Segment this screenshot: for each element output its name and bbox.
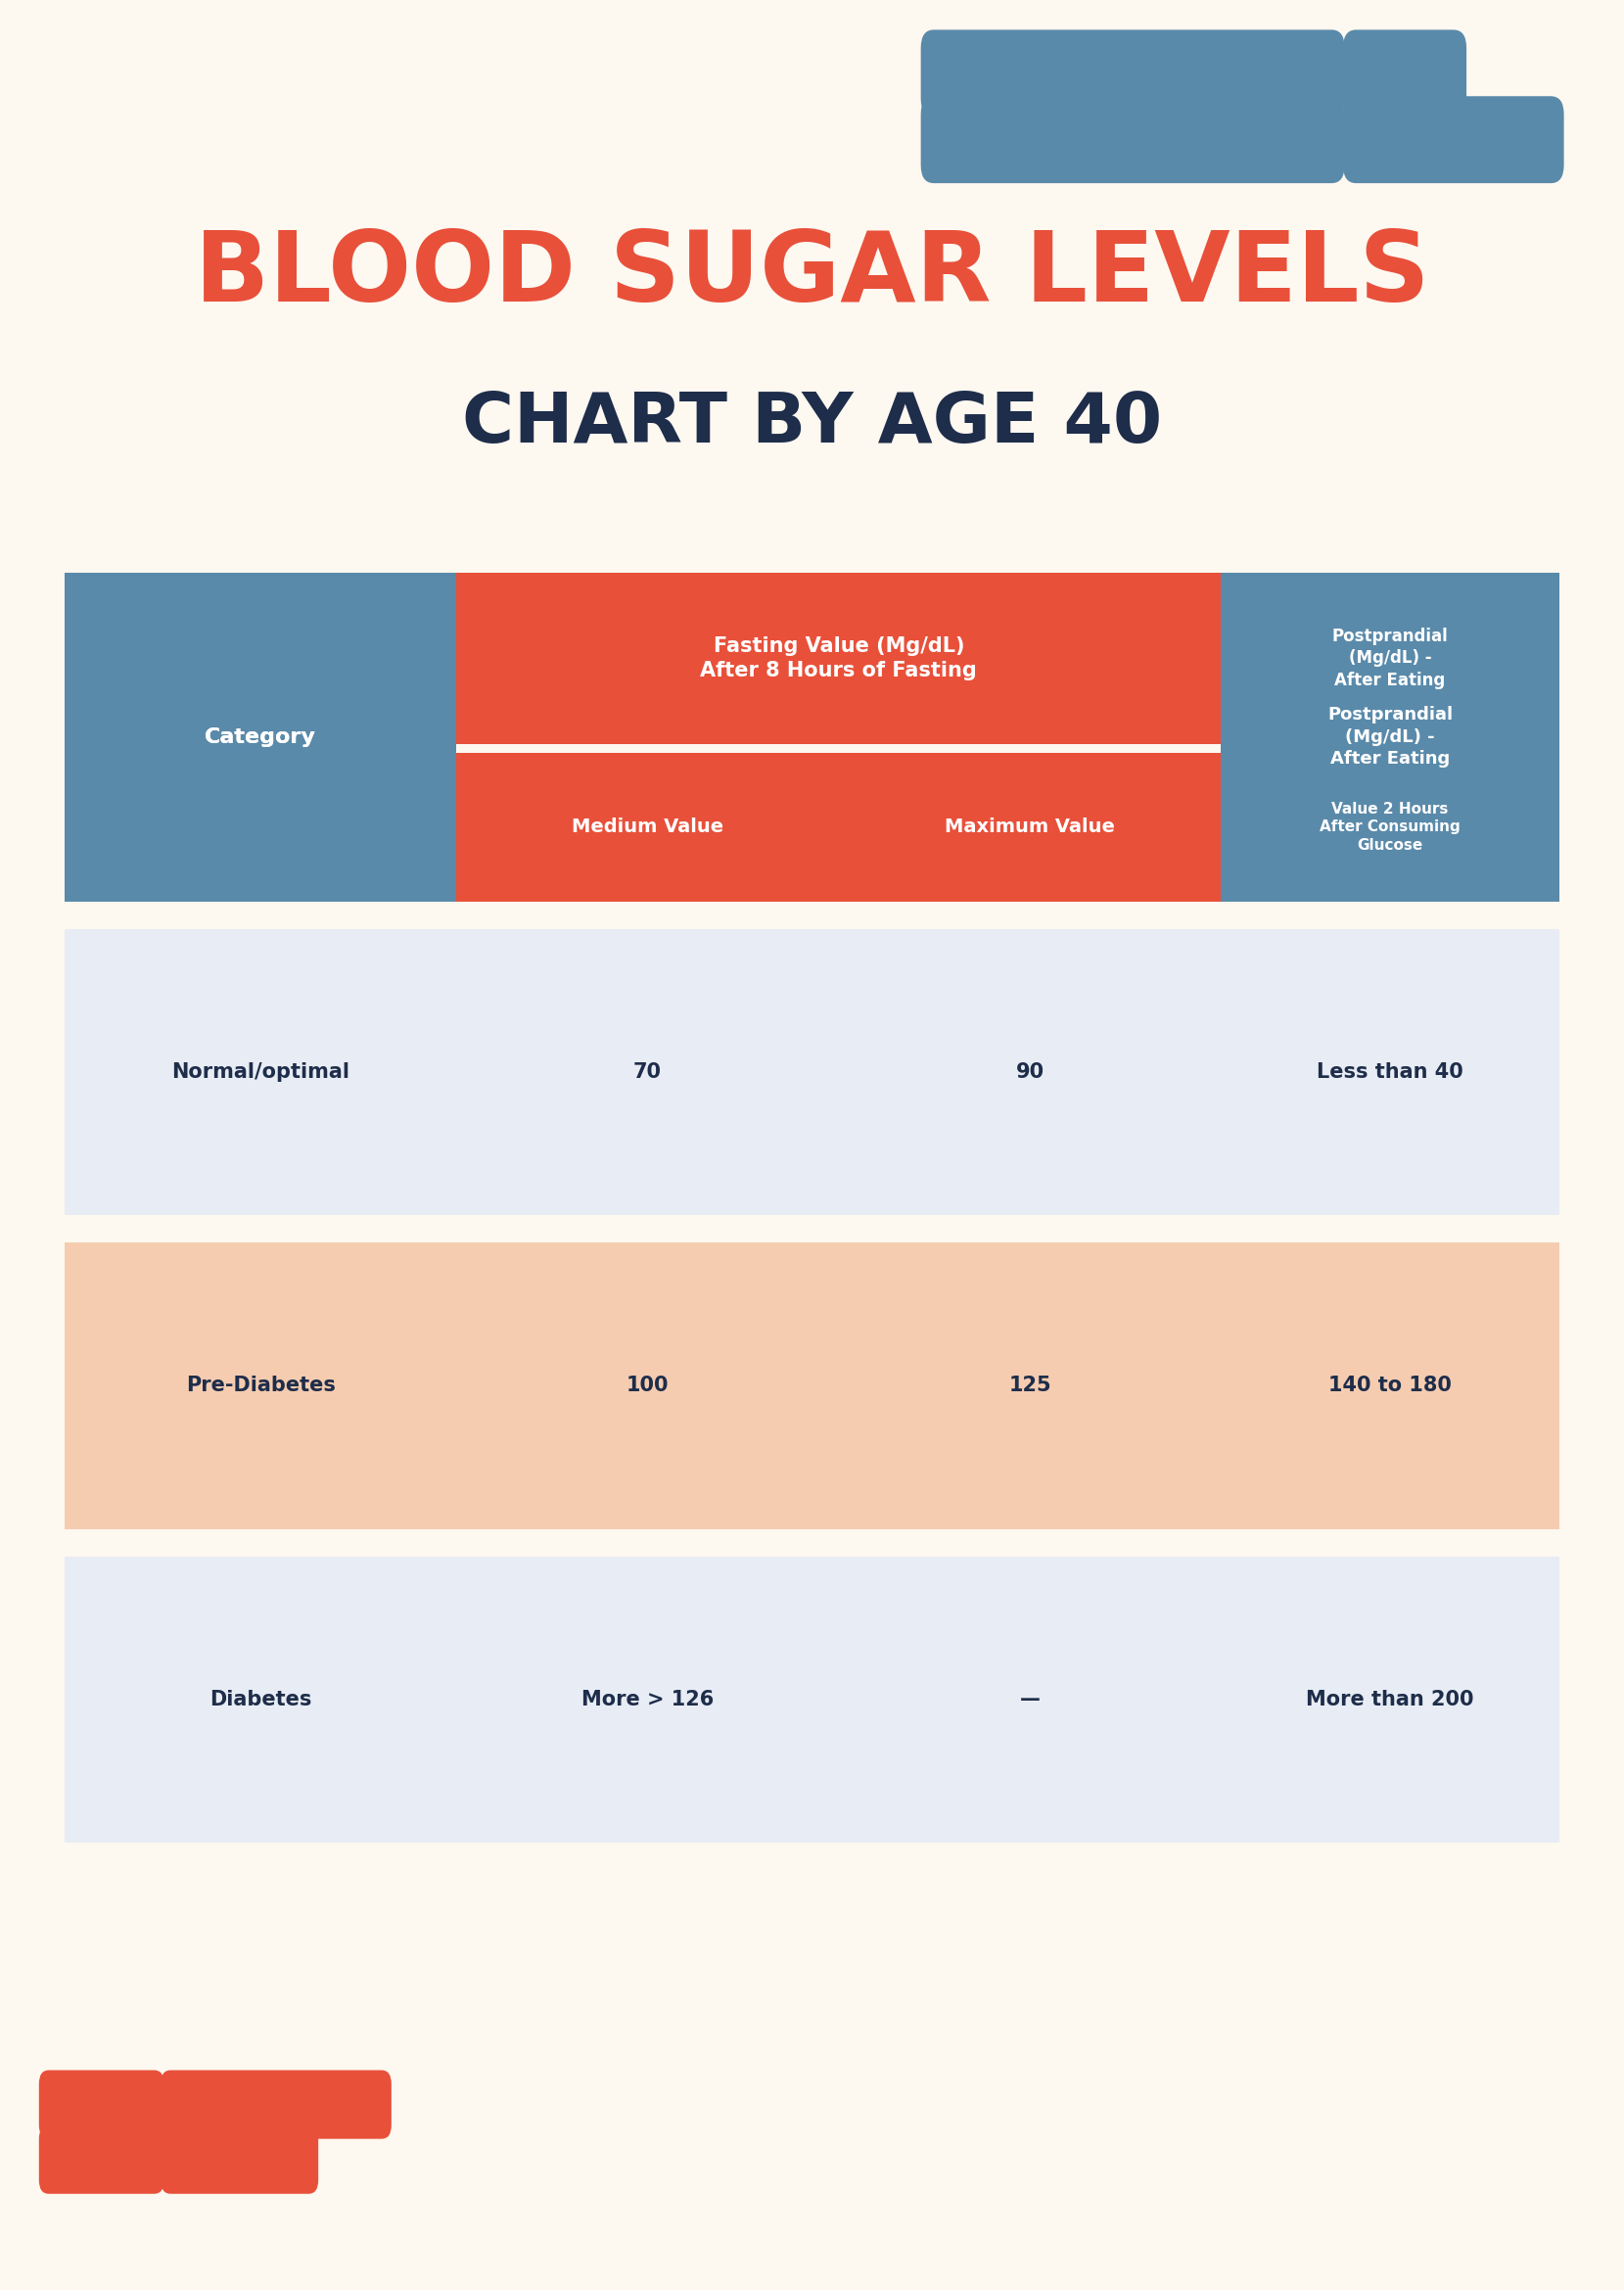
Bar — [456, 572, 1221, 744]
Text: More than 200: More than 200 — [1306, 1690, 1475, 1708]
Text: —: — — [1020, 1690, 1039, 1708]
Bar — [838, 753, 1221, 902]
Text: Fasting Value (Mg/dL)
After 8 Hours of Fasting: Fasting Value (Mg/dL) After 8 Hours of F… — [700, 637, 978, 680]
Text: Value 2 Hours
After Consuming
Glucose: Value 2 Hours After Consuming Glucose — [1320, 802, 1460, 852]
FancyBboxPatch shape — [161, 2125, 318, 2194]
FancyBboxPatch shape — [1343, 30, 1466, 117]
Text: Diabetes: Diabetes — [209, 1690, 312, 1708]
Text: CHART BY AGE 40: CHART BY AGE 40 — [461, 389, 1163, 458]
Text: 125: 125 — [1009, 1376, 1051, 1395]
Text: Less than 40: Less than 40 — [1317, 1063, 1463, 1081]
Bar — [65, 1557, 1559, 1843]
Text: Postprandial
(Mg/dL) -
After Eating: Postprandial (Mg/dL) - After Eating — [1332, 627, 1449, 689]
Bar — [65, 1243, 1559, 1530]
Text: Normal/optimal: Normal/optimal — [172, 1063, 349, 1081]
Text: More > 126: More > 126 — [581, 1690, 713, 1708]
Bar — [1221, 572, 1559, 744]
FancyBboxPatch shape — [39, 2125, 164, 2194]
Text: 70: 70 — [633, 1063, 661, 1081]
Bar — [1221, 753, 1559, 902]
Text: 140 to 180: 140 to 180 — [1328, 1376, 1452, 1395]
Text: Category: Category — [205, 728, 317, 747]
Text: Pre-Diabetes: Pre-Diabetes — [185, 1376, 336, 1395]
Text: Maximum Value: Maximum Value — [945, 818, 1116, 836]
Text: BLOOD SUGAR LEVELS: BLOOD SUGAR LEVELS — [195, 227, 1429, 323]
Text: 90: 90 — [1015, 1063, 1044, 1081]
Bar — [1221, 572, 1559, 902]
FancyBboxPatch shape — [161, 2070, 391, 2139]
Text: Medium Value: Medium Value — [572, 818, 723, 836]
Text: 100: 100 — [627, 1376, 669, 1395]
Text: Category: Category — [205, 728, 317, 747]
Bar — [65, 930, 1559, 1216]
FancyBboxPatch shape — [921, 96, 1345, 183]
Bar — [456, 753, 838, 902]
FancyBboxPatch shape — [39, 2070, 164, 2139]
FancyBboxPatch shape — [1343, 96, 1564, 183]
Bar — [65, 572, 456, 902]
Bar — [65, 572, 456, 902]
FancyBboxPatch shape — [921, 30, 1345, 117]
Text: Postprandial
(Mg/dL) -
After Eating: Postprandial (Mg/dL) - After Eating — [1327, 705, 1453, 767]
